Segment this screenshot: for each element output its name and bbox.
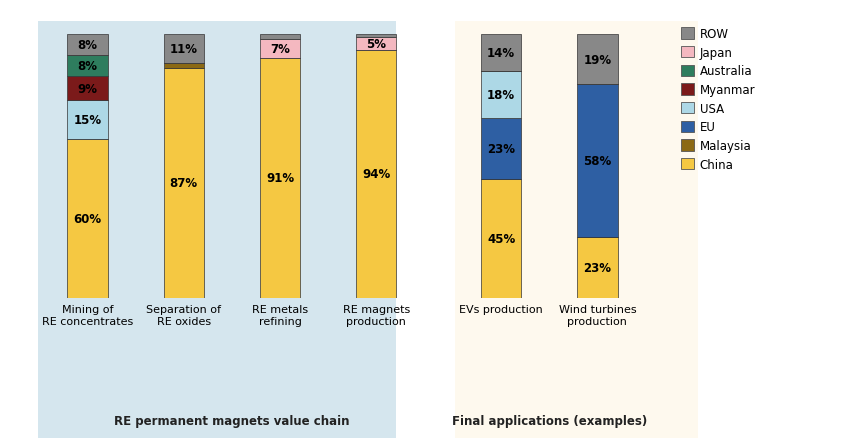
Bar bbox=[481, 180, 521, 298]
Bar bbox=[356, 38, 396, 51]
Text: 7%: 7% bbox=[270, 43, 290, 56]
Text: 87%: 87% bbox=[170, 177, 198, 190]
Bar bbox=[164, 64, 204, 69]
Text: 5%: 5% bbox=[366, 38, 386, 51]
Text: 9%: 9% bbox=[77, 82, 98, 95]
Text: 8%: 8% bbox=[77, 60, 98, 73]
Bar bbox=[68, 140, 108, 298]
Bar bbox=[164, 35, 204, 64]
Text: 18%: 18% bbox=[487, 89, 515, 102]
Bar bbox=[68, 77, 108, 101]
Bar bbox=[356, 51, 396, 298]
Text: RE permanent magnets value chain: RE permanent magnets value chain bbox=[114, 414, 349, 427]
Bar bbox=[356, 35, 396, 38]
Bar bbox=[164, 69, 204, 298]
Legend: ROW, Japan, Australia, Myanmar, USA, EU, Malaysia, China: ROW, Japan, Australia, Myanmar, USA, EU,… bbox=[681, 28, 755, 171]
FancyBboxPatch shape bbox=[37, 22, 396, 438]
Bar bbox=[481, 119, 521, 180]
Bar bbox=[68, 35, 108, 56]
Text: 8%: 8% bbox=[77, 39, 98, 52]
Text: 14%: 14% bbox=[487, 47, 515, 60]
Bar bbox=[260, 35, 300, 40]
Text: 15%: 15% bbox=[74, 114, 101, 127]
Text: 19%: 19% bbox=[583, 53, 611, 67]
Text: 11%: 11% bbox=[170, 43, 198, 56]
Text: 45%: 45% bbox=[487, 232, 515, 245]
Bar bbox=[68, 101, 108, 140]
Text: 23%: 23% bbox=[583, 261, 611, 274]
Bar bbox=[68, 56, 108, 77]
Bar bbox=[260, 40, 300, 59]
Text: 91%: 91% bbox=[266, 172, 294, 185]
Text: 94%: 94% bbox=[362, 168, 390, 181]
Text: 60%: 60% bbox=[74, 212, 101, 226]
Bar bbox=[577, 35, 617, 85]
Bar bbox=[577, 237, 617, 298]
Bar bbox=[481, 35, 521, 72]
Bar bbox=[481, 72, 521, 119]
Text: Final applications (examples): Final applications (examples) bbox=[452, 414, 647, 427]
Text: 58%: 58% bbox=[583, 155, 611, 168]
Bar bbox=[577, 85, 617, 237]
Text: 23%: 23% bbox=[487, 143, 515, 156]
Bar bbox=[260, 59, 300, 298]
FancyBboxPatch shape bbox=[455, 22, 698, 438]
